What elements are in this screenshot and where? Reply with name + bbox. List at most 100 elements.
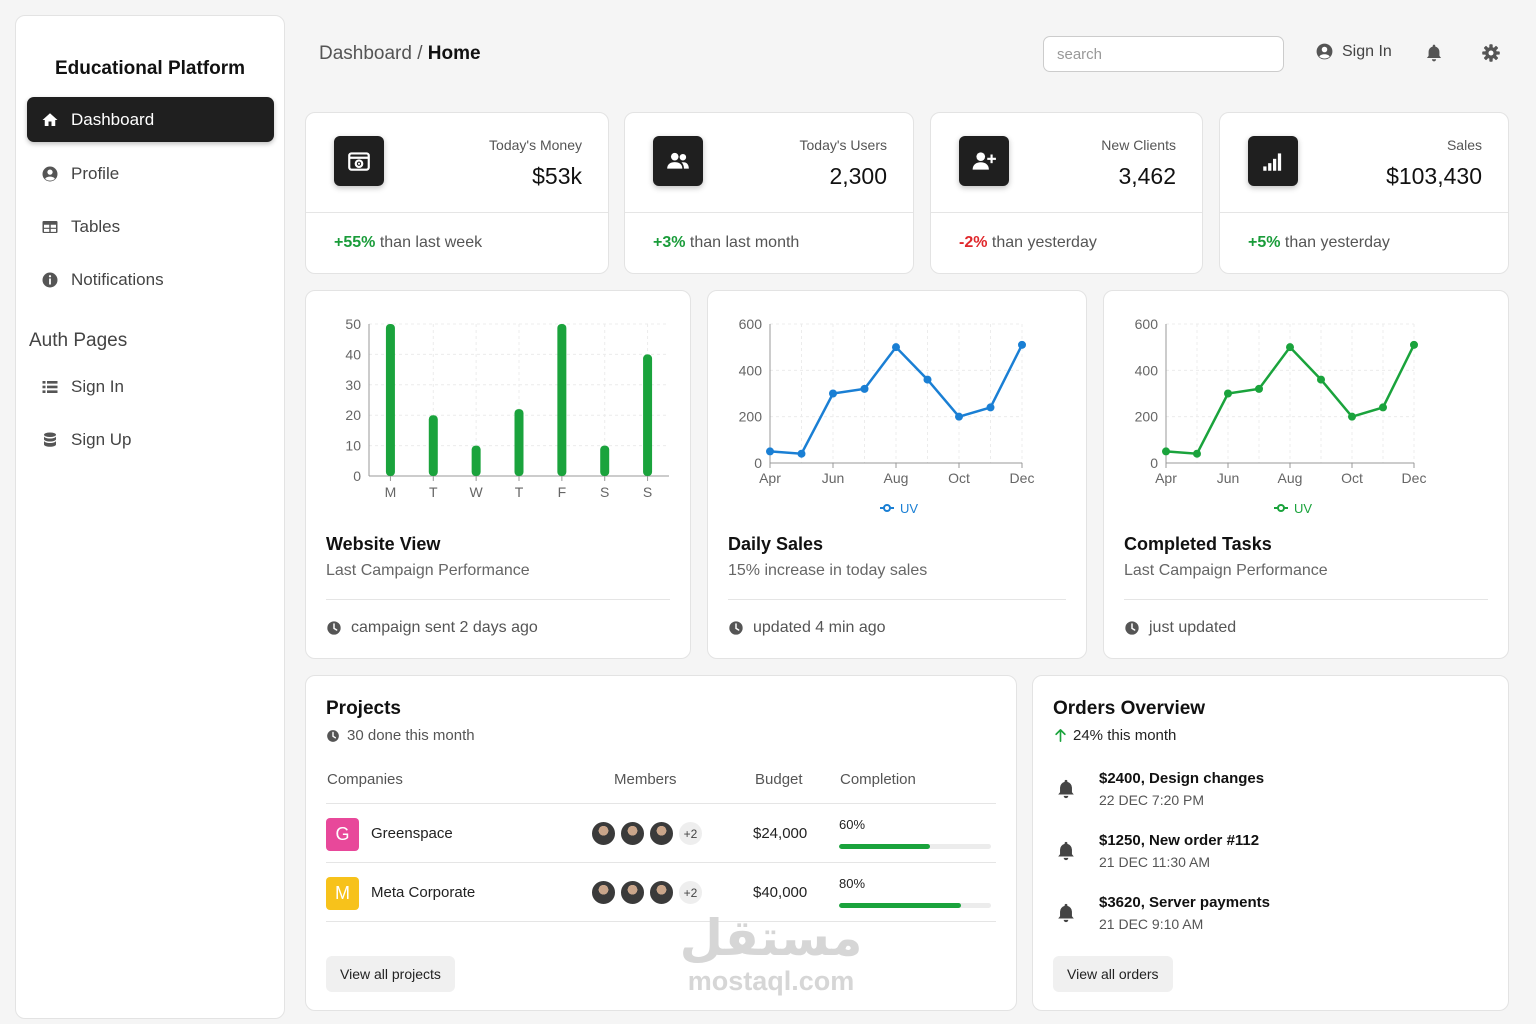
avatar[interactable] (590, 879, 617, 906)
sidebar-item-dashboard[interactable]: Dashboard (27, 97, 274, 142)
stat-value: $103,430 (1386, 163, 1482, 189)
sidebar-item-tables[interactable]: Tables (27, 204, 274, 249)
clock-icon (729, 621, 743, 635)
sign-in-link[interactable]: Sign In (1315, 42, 1392, 61)
data-point (1018, 340, 1026, 349)
avatar[interactable] (619, 879, 646, 906)
x-tick-label: Jun (1217, 470, 1240, 486)
completion-progress-bar (839, 903, 991, 908)
progress-fill (839, 903, 961, 908)
clock-icon (1125, 621, 1139, 635)
bell-icon (1058, 903, 1074, 923)
data-point (923, 375, 932, 384)
chart-subtitle: Last Campaign Performance (1124, 562, 1328, 579)
data-point (1286, 343, 1294, 352)
chart-footer: just updated (1124, 619, 1236, 637)
stat-change-percent: -2% (959, 234, 988, 251)
chart-title: Completed Tasks (1124, 534, 1272, 554)
divider (326, 921, 996, 922)
orders-title: Orders Overview (1053, 698, 1206, 719)
stat-change: +3% than last month (653, 234, 799, 252)
database-icon (40, 430, 60, 450)
bell-icon[interactable] (1424, 43, 1444, 63)
breadcrumb-parent[interactable]: Dashboard (319, 43, 412, 64)
clock-icon (327, 729, 339, 742)
stat-change-text: than last week (375, 234, 483, 251)
divider (306, 212, 608, 213)
stat-value: 3,462 (1118, 163, 1176, 189)
divider (1124, 599, 1488, 600)
sidebar-item-label: Dashboard (71, 109, 155, 129)
bar (514, 409, 524, 476)
sidebar-item-notifications[interactable]: Notifications (27, 257, 274, 302)
divider (326, 599, 670, 600)
column-header-budget: Budget (755, 771, 803, 788)
stat-label: New Clients (1101, 137, 1176, 153)
divider (728, 599, 1066, 600)
stat-change: +55% than last week (334, 234, 482, 252)
stat-value: 2,300 (829, 163, 887, 189)
bell-icon (1058, 779, 1074, 799)
search-input[interactable] (1043, 36, 1284, 72)
stat-change-percent: +5% (1248, 234, 1281, 251)
stat-label: Today's Money (489, 137, 582, 153)
list-item[interactable]: $1250, New order #112 21 DEC 11:30 AM (1053, 832, 1473, 882)
members-avatars: +2 (590, 820, 706, 847)
x-tick-label: S (643, 484, 652, 500)
user-plus-icon (959, 136, 1009, 186)
company-logo: M (326, 877, 359, 910)
data-point (1317, 375, 1325, 384)
avatar[interactable] (590, 820, 617, 847)
avatar[interactable] (648, 820, 675, 847)
y-tick-label: 10 (345, 438, 361, 454)
projects-title: Projects (326, 698, 401, 719)
view-all-projects-button[interactable]: View all projects (326, 956, 455, 992)
y-tick-label: 400 (739, 362, 763, 378)
chart-title: Daily Sales (728, 534, 824, 554)
x-tick-label: Jun (822, 470, 845, 486)
more-members-badge[interactable]: +2 (677, 820, 704, 847)
breadcrumb-current: Home (427, 43, 481, 64)
bar (557, 324, 567, 476)
y-tick-label: 20 (345, 407, 361, 423)
breadcrumb-separator: / (411, 43, 428, 64)
data-point (1255, 384, 1263, 393)
data-point (1348, 412, 1356, 421)
stat-change-percent: +55% (334, 234, 376, 251)
completion-percent: 80% (839, 876, 866, 891)
table-row[interactable]: M Meta Corporate +2 $40,000 80% (326, 863, 996, 921)
x-tick-label: Apr (1155, 470, 1177, 486)
column-header-companies: Companies (327, 771, 403, 788)
avatar[interactable] (619, 820, 646, 847)
table-row[interactable]: G Greenspace +2 $24,000 60% (326, 804, 996, 862)
sidebar-item-profile[interactable]: Profile (27, 151, 274, 196)
list-item[interactable]: $2400, Design changes 22 DEC 7:20 PM (1053, 770, 1473, 820)
list-icon (40, 377, 60, 397)
chart-subtitle: 15% increase in today sales (728, 562, 928, 579)
clock-icon (327, 621, 341, 635)
stat-change: +5% than yesterday (1248, 234, 1390, 252)
sidebar-item-sign-in[interactable]: Sign In (27, 364, 274, 409)
y-tick-label: 0 (1150, 455, 1158, 471)
members-avatars: +2 (590, 879, 706, 906)
signal-icon (1248, 136, 1298, 186)
y-tick-label: 0 (754, 455, 762, 471)
avatar[interactable] (648, 879, 675, 906)
more-members-badge[interactable]: +2 (677, 879, 704, 906)
y-tick-label: 200 (1135, 409, 1159, 425)
list-item[interactable]: $3620, Server payments 21 DEC 9:10 AM (1053, 894, 1473, 944)
order-title: $3620, Server payments (1099, 894, 1270, 911)
chart-footer-text: campaign sent 2 days ago (351, 619, 538, 636)
completion-progress-bar (839, 844, 991, 849)
sidebar-item-label: Sign In (71, 376, 124, 396)
orders-overview-card: Orders Overview 24% this month $2400, De… (1032, 675, 1509, 1011)
x-tick-label: Dec (1010, 470, 1035, 486)
chart-title: Website View (326, 534, 441, 554)
chart-footer: updated 4 min ago (728, 619, 886, 637)
x-tick-label: Aug (884, 470, 909, 486)
view-all-orders-button[interactable]: View all orders (1053, 956, 1173, 992)
divider (326, 803, 996, 804)
gear-icon[interactable] (1481, 43, 1501, 63)
legend-marker (1277, 504, 1285, 512)
sidebar-item-sign-up[interactable]: Sign Up (27, 417, 274, 462)
